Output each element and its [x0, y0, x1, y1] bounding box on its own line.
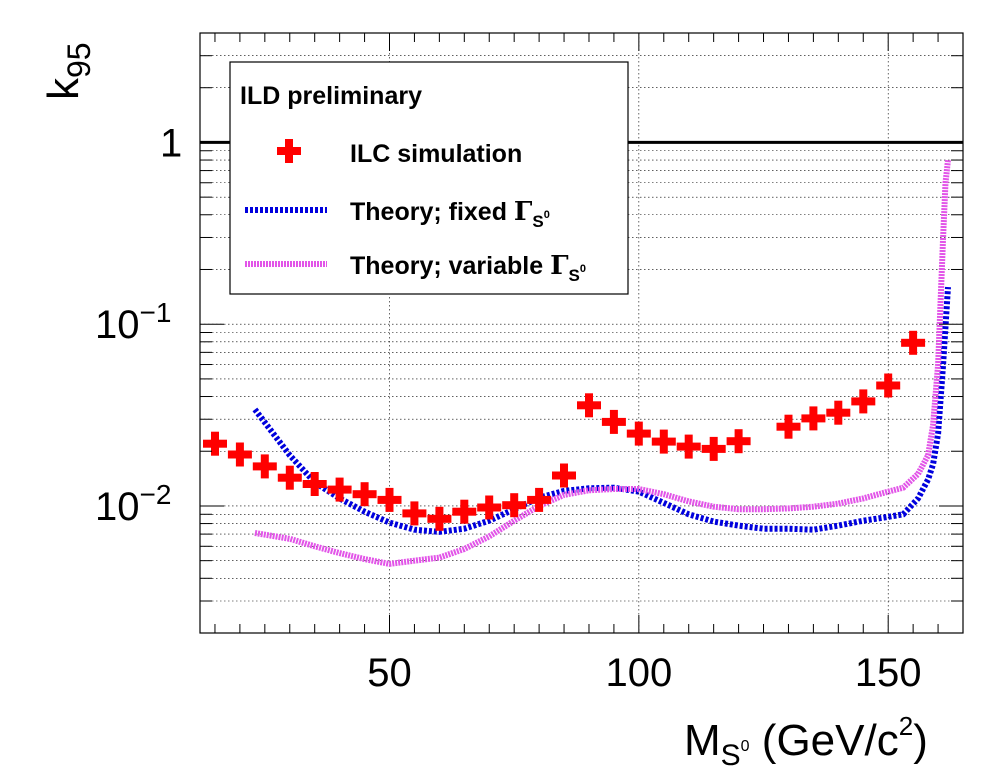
data-point-ilc-simulation	[203, 431, 227, 456]
data-point-ilc-simulation	[477, 495, 502, 520]
data-point-ilc-simulation	[552, 463, 576, 488]
x-axis-title-sub-sup: 0	[741, 738, 750, 755]
x-axis-title-main: M	[684, 716, 721, 765]
x-axis-title-unit: (GeV/c	[750, 716, 899, 765]
data-point-ilc-simulation	[601, 409, 626, 434]
y-axis-title-sub: 95	[61, 42, 97, 78]
tick-labels: 50 100 150 10−2 10−1 1	[95, 121, 922, 695]
legend: ILD preliminary ILC simulation Theory; f…	[229, 61, 629, 295]
legend-entry-theory-fixed: Theory; fixed ΓS0	[245, 197, 550, 231]
data-point-ilc-simulation	[801, 406, 826, 431]
data-point-ilc-simulation	[527, 487, 552, 512]
legend-box	[229, 61, 629, 295]
data-point-ilc-simulation	[427, 506, 452, 531]
data-point-ilc-simulation	[227, 442, 252, 467]
data-point-ilc-simulation	[277, 465, 302, 490]
legend-label-theory-variable: Theory; variable ΓS0	[350, 251, 586, 285]
series-line-theory-fixed	[252, 286, 951, 535]
data-point-ilc-simulation	[502, 493, 527, 518]
data-point-ilc-simulation	[701, 436, 726, 461]
legend-cross-symbol	[277, 139, 301, 163]
x-tick-label: 150	[855, 651, 922, 695]
y-tick-label: 1	[160, 121, 182, 165]
data-point-ilc-simulation	[826, 400, 851, 425]
x-tick-label: 100	[605, 651, 672, 695]
x-axis-title-unit-close: )	[913, 716, 928, 765]
data-point-ilc-simulation	[577, 393, 601, 418]
y-tick-label: 10−1	[95, 297, 171, 347]
data-point-ilc-simulation	[452, 499, 477, 524]
y-axis-title-main: k	[39, 77, 88, 100]
data-point-ilc-simulation	[726, 429, 751, 454]
legend-label-ilc-simulation: ILC simulation	[350, 140, 522, 168]
x-axis-title-sub: S	[721, 739, 741, 772]
data-point-ilc-simulation	[876, 373, 901, 398]
data-point-ilc-simulation	[651, 429, 676, 454]
y-axis-title: k95	[39, 42, 97, 100]
data-point-ilc-simulation	[626, 421, 651, 446]
y-tick-label: 10−2	[95, 479, 171, 529]
x-axis-title: MS0 (GeV/c2)	[684, 711, 928, 772]
data-point-ilc-simulation	[377, 487, 402, 512]
series-line-theory-variable	[254, 159, 951, 567]
data-point-ilc-simulation	[327, 477, 352, 502]
legend-entry-ilc-simulation: ILC simulation	[277, 139, 522, 168]
legend-entry-theory-variable: Theory; variable ΓS0	[245, 251, 586, 285]
x-axis-title-unit-sup: 2	[899, 711, 913, 741]
data-point-ilc-simulation	[851, 389, 876, 414]
data-point-ilc-simulation	[302, 472, 327, 496]
series-group	[203, 159, 951, 567]
legend-header: ILD preliminary	[240, 82, 422, 110]
data-point-ilc-simulation	[776, 414, 801, 439]
data-point-ilc-simulation	[676, 434, 701, 459]
axis-ticks	[200, 32, 964, 634]
data-point-ilc-simulation	[252, 454, 277, 479]
x-tick-label: 50	[367, 651, 412, 695]
data-point-ilc-simulation	[402, 501, 427, 526]
data-point-ilc-simulation	[352, 482, 377, 507]
data-point-ilc-simulation	[901, 330, 926, 355]
legend-label-theory-fixed: Theory; fixed ΓS0	[350, 197, 550, 231]
